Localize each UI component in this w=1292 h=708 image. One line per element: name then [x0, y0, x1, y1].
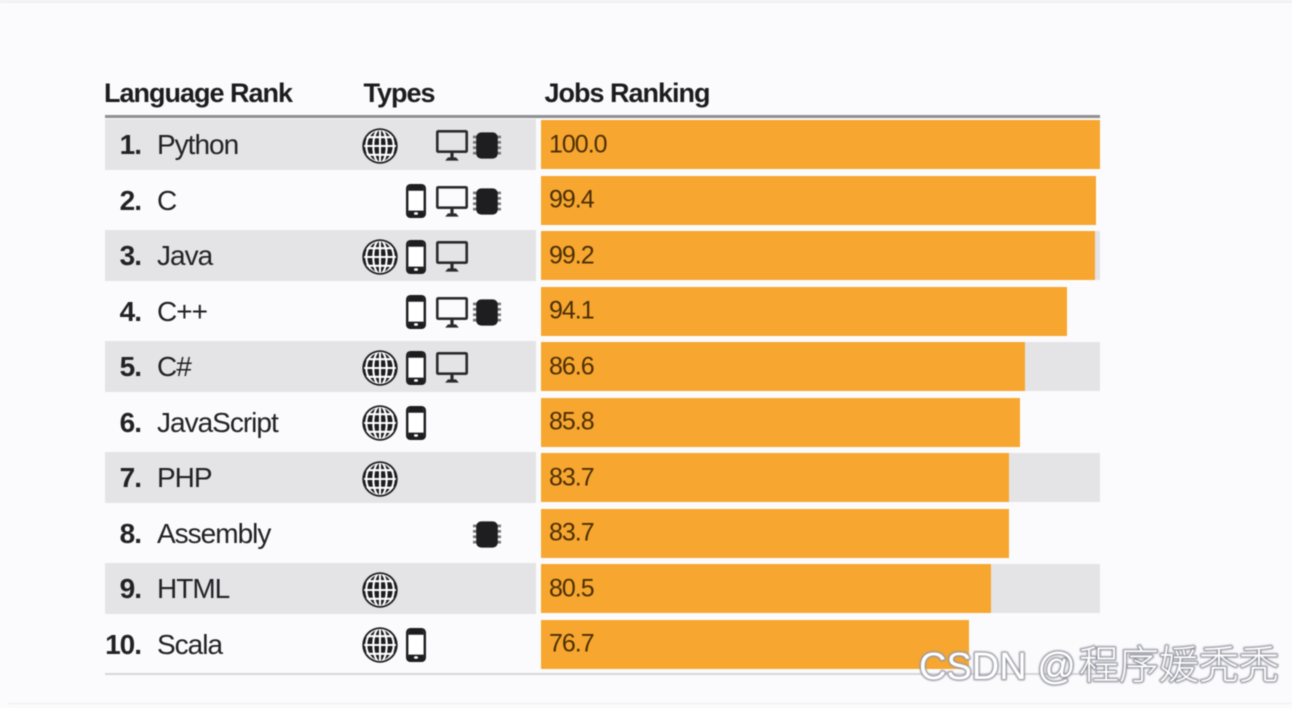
svg-text:CSDN @: CSDN @	[919, 646, 1076, 688]
svg-text:CSDN @: CSDN @	[919, 646, 1076, 688]
